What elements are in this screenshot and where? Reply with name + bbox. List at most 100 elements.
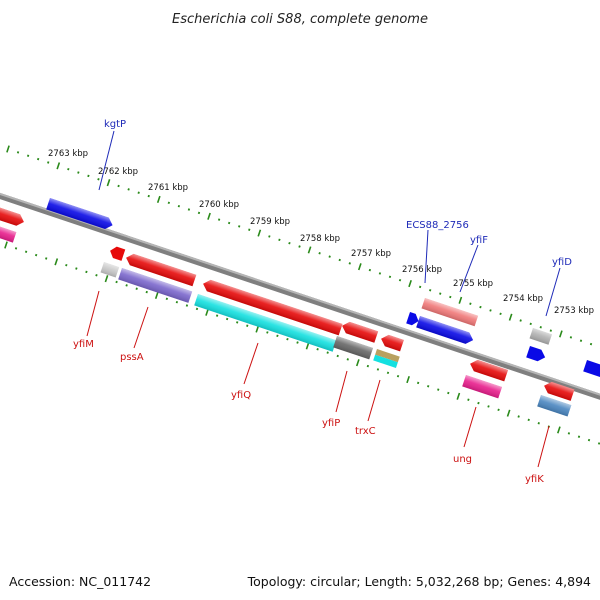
minor-tick bbox=[318, 252, 321, 255]
scale-label: 2763 kbp bbox=[48, 149, 88, 159]
minor-tick bbox=[396, 374, 400, 378]
minor-tick bbox=[238, 225, 241, 228]
gene-yfiP-red[interactable] bbox=[340, 320, 379, 343]
minor-tick bbox=[587, 438, 591, 442]
gene-label-trxC[interactable]: trxC bbox=[355, 426, 376, 437]
major-tick bbox=[456, 392, 461, 400]
label-leader-line bbox=[335, 370, 348, 413]
major-tick bbox=[106, 179, 111, 187]
minor-tick bbox=[117, 184, 120, 188]
gene-right-edge-blue[interactable] bbox=[583, 360, 600, 383]
scale-label: 2755 kbp bbox=[453, 279, 493, 289]
scale-label: 2756 kbp bbox=[402, 265, 442, 275]
gene-yfiD[interactable] bbox=[529, 328, 552, 345]
inner-tick-track bbox=[4, 241, 600, 445]
minor-tick bbox=[195, 307, 199, 311]
gene-label-pssA[interactable]: pssA bbox=[120, 352, 144, 363]
minor-tick bbox=[135, 287, 138, 290]
gene-yfiF[interactable] bbox=[416, 316, 475, 346]
gene-pssA[interactable] bbox=[118, 268, 193, 303]
minor-tick bbox=[418, 285, 422, 289]
gene-yfiQ-red[interactable] bbox=[201, 278, 343, 336]
gene-label-kgtP[interactable]: kgtP bbox=[104, 119, 126, 130]
gene-label-yfiF[interactable]: yfiF bbox=[470, 235, 488, 246]
genome-backbone bbox=[0, 189, 600, 412]
scale-label: 2757 kbp bbox=[351, 249, 391, 259]
minor-tick bbox=[147, 194, 150, 198]
gene-ung[interactable] bbox=[462, 375, 503, 399]
gene-small-blue[interactable] bbox=[406, 312, 420, 327]
major-tick bbox=[104, 275, 109, 283]
gene-small-blue-right[interactable] bbox=[526, 346, 547, 363]
minor-tick bbox=[388, 275, 392, 279]
minor-tick bbox=[16, 151, 20, 154]
minor-tick bbox=[437, 388, 440, 391]
gene-kgtP[interactable] bbox=[46, 198, 114, 231]
gene-left-edge-pink[interactable] bbox=[0, 222, 17, 243]
bottom-gene-labels: yfiM pssA yfiQ yfiP trxC ung yfiK bbox=[73, 290, 550, 485]
top-gene-labels: kgtP ECS88_2756 yfiF yfiD bbox=[98, 119, 572, 317]
major-tick bbox=[406, 375, 410, 384]
gene-label-yfiD[interactable]: yfiD bbox=[552, 257, 572, 268]
forward-strand-genes bbox=[0, 198, 600, 383]
minor-tick bbox=[427, 385, 430, 388]
scale-label: 2760 kbp bbox=[199, 200, 239, 210]
major-tick bbox=[154, 291, 159, 300]
minor-tick bbox=[487, 405, 490, 408]
scale-label: 2753 kbp bbox=[554, 306, 594, 316]
minor-tick bbox=[137, 191, 140, 194]
gene-label-ECS88-2756[interactable]: ECS88_2756 bbox=[406, 220, 469, 231]
gene-yfiM-red[interactable] bbox=[108, 245, 126, 261]
major-tick bbox=[54, 258, 59, 266]
major-tick bbox=[307, 246, 312, 254]
gene-ECS88-2756[interactable] bbox=[421, 298, 479, 327]
minor-tick bbox=[185, 304, 189, 307]
gene-label-yfiK[interactable]: yfiK bbox=[525, 474, 544, 485]
major-tick bbox=[458, 296, 463, 304]
minor-tick bbox=[165, 297, 169, 301]
minor-tick bbox=[286, 337, 289, 341]
major-tick bbox=[305, 342, 310, 350]
major-tick bbox=[6, 145, 10, 153]
minor-tick bbox=[479, 305, 482, 309]
gene-label-yfiP[interactable]: yfiP bbox=[322, 418, 340, 429]
minor-tick bbox=[217, 218, 221, 221]
minor-tick bbox=[227, 221, 231, 225]
gene-label-ung[interactable]: ung bbox=[453, 454, 472, 465]
minor-tick bbox=[539, 326, 542, 329]
gene-yfiM[interactable] bbox=[100, 262, 120, 278]
accession-text: Accession: NC_011742 bbox=[9, 574, 151, 589]
gene-left-edge-red[interactable] bbox=[0, 203, 26, 228]
gene-trxC-red[interactable] bbox=[379, 333, 404, 352]
gene-yfiP[interactable] bbox=[333, 336, 374, 360]
minor-tick bbox=[378, 272, 382, 275]
label-leader-line bbox=[459, 244, 479, 293]
minor-tick bbox=[549, 329, 552, 332]
gene-yfiK[interactable] bbox=[537, 395, 572, 417]
minor-tick bbox=[489, 309, 492, 312]
minor-tick bbox=[215, 314, 219, 317]
minor-tick bbox=[569, 336, 573, 339]
gene-trxC[interactable] bbox=[373, 349, 400, 368]
gene-label-yfiM[interactable]: yfiM bbox=[73, 339, 94, 350]
minor-tick bbox=[447, 391, 450, 395]
gene-ung-red[interactable] bbox=[468, 358, 509, 382]
minor-tick bbox=[145, 290, 148, 294]
minor-tick bbox=[187, 208, 191, 211]
major-tick bbox=[506, 409, 511, 417]
minor-tick bbox=[24, 250, 28, 253]
minor-tick bbox=[75, 267, 78, 270]
minor-tick bbox=[517, 415, 520, 418]
gene-pssA-red[interactable] bbox=[124, 252, 197, 287]
major-tick bbox=[355, 359, 360, 367]
gene-yfiK-red[interactable] bbox=[542, 380, 575, 401]
minor-tick bbox=[519, 319, 522, 322]
scale-label: 2758 kbp bbox=[300, 234, 340, 244]
minor-tick bbox=[336, 354, 339, 358]
minor-tick bbox=[288, 241, 291, 245]
label-leader-line bbox=[537, 425, 550, 468]
minor-tick bbox=[398, 278, 402, 282]
label-leader-line bbox=[424, 229, 429, 284]
gene-yfiQ[interactable] bbox=[194, 294, 337, 352]
gene-label-yfiQ[interactable]: yfiQ bbox=[231, 390, 251, 401]
